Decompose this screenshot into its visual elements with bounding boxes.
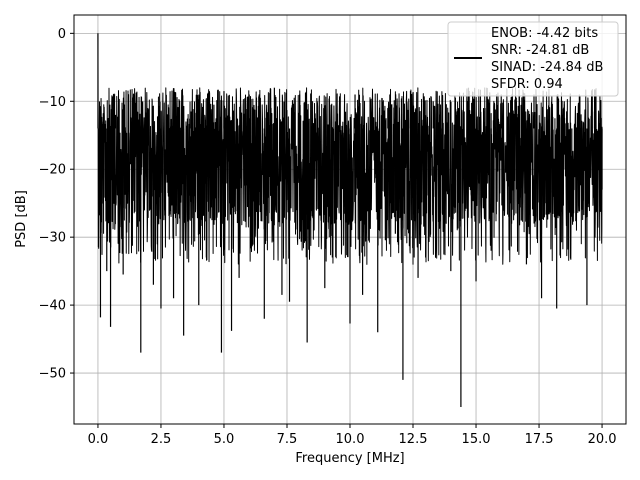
x-tick-label: 7.5: [277, 432, 298, 447]
y-tick-label: −50: [39, 367, 66, 382]
x-axis-label: Frequency [MHz]: [295, 451, 404, 466]
legend-box: [447, 21, 619, 97]
psd-trace: [97, 33, 603, 408]
legend-text-sfdr: SFDR: 0.94: [491, 77, 563, 92]
y-tick-label: −10: [39, 95, 66, 110]
x-tick-label: 5.0: [214, 432, 235, 447]
x-tick-label: 20.0: [588, 432, 617, 447]
x-tick-label: 10.0: [336, 432, 365, 447]
y-axis-label: PSD [dB]: [14, 190, 29, 248]
legend-text-sinad: SINAD: -24.84 dB: [491, 60, 603, 75]
x-tick-label: 12.5: [399, 432, 428, 447]
y-tick-label: 0: [58, 27, 66, 42]
y-tick-label: −40: [39, 299, 66, 314]
x-axis-ticks: 0.0 2.5 5.0 7.5 10.0 12.5 15.0 17.5 20.0: [88, 424, 617, 447]
x-tick-label: 2.5: [151, 432, 172, 447]
y-axis-ticks: 0 −10 −20 −30 −40 −50: [39, 27, 74, 382]
y-tick-label: −30: [39, 231, 66, 246]
x-tick-label: 15.0: [462, 432, 491, 447]
x-tick-label: 17.5: [525, 432, 554, 447]
legend-text-snr: SNR: -24.81 dB: [491, 43, 589, 58]
x-tick-label: 0.0: [88, 432, 109, 447]
y-tick-label: −20: [39, 163, 66, 178]
legend-text-enob: ENOB: -4.42 bits: [491, 26, 598, 41]
legend: ENOB: -4.42 bits SNR: -24.81 dB SINAD: -…: [447, 21, 619, 97]
